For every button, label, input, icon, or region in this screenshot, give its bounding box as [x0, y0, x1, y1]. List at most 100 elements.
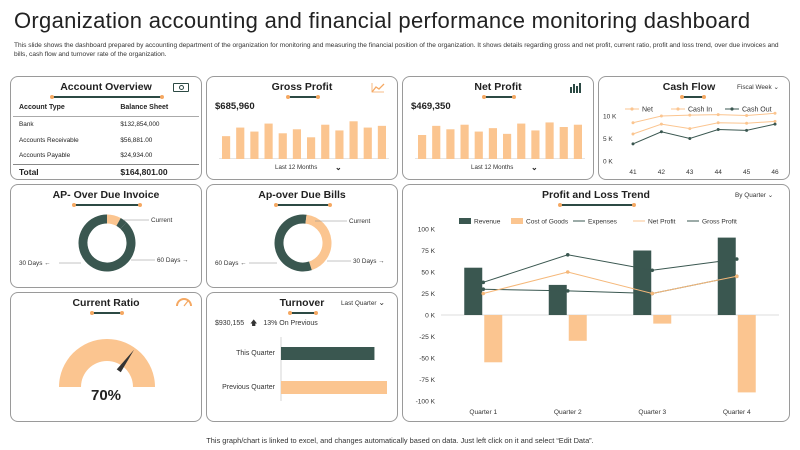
- gross-profit-bar: [222, 136, 231, 159]
- y-tick-label: -100 K: [416, 399, 436, 406]
- total-label: Total: [13, 163, 115, 179]
- x-tick-label: 44: [715, 169, 723, 176]
- donut-slice: [78, 214, 136, 272]
- row-balance: $56,881.00: [120, 136, 153, 144]
- col-account-type: Account Type: [13, 100, 115, 117]
- data-point: [734, 257, 739, 261]
- data-point: [659, 122, 663, 126]
- data-point: [565, 253, 570, 257]
- footer-note: This graph/chart is linked to excel, and…: [206, 436, 594, 445]
- revenue-bar: [633, 250, 652, 315]
- y-tick-label: 0 K: [425, 313, 435, 320]
- gross-profit-title: Gross Profit: [271, 81, 333, 93]
- legend-label: Net: [642, 107, 653, 114]
- data-point: [734, 274, 739, 279]
- legend-swatch: [459, 218, 471, 224]
- gross-profit-bars: [219, 121, 389, 159]
- x-tick-label: 42: [658, 169, 666, 176]
- chevron-down-icon: ⌄: [378, 298, 386, 307]
- turnover-bar: [281, 347, 375, 360]
- fiscal-week-dropdown[interactable]: Fiscal Week ⌄: [737, 83, 779, 91]
- series-line-expenses: [483, 275, 737, 295]
- row-balance: $24,934.00: [120, 152, 153, 160]
- legend-label: Net Profit: [648, 219, 676, 226]
- data-point: [745, 121, 749, 125]
- row-balance: $132,854,000: [120, 120, 160, 128]
- table-row: Accounts Receivable $56,881.00: [13, 132, 199, 148]
- data-point: [688, 137, 692, 140]
- series-line-gross-profit: [483, 254, 737, 283]
- cost-of-goods-bar: [737, 315, 756, 393]
- legend-label: Revenue: [474, 219, 501, 226]
- gross-profit-bar: [377, 125, 386, 159]
- by-quarter-dropdown[interactable]: By Quarter ⌄: [735, 191, 773, 199]
- legend-marker: [730, 107, 734, 111]
- ap-invoice-donut: Current 60 Days → 30 Days ←: [19, 214, 189, 272]
- legend-marker: [630, 107, 634, 111]
- cost-of-goods-bar: [568, 315, 587, 341]
- data-point: [631, 142, 635, 146]
- gauge-icon: [176, 298, 192, 307]
- turnover-title: Turnover: [279, 297, 325, 309]
- data-point: [565, 289, 570, 293]
- gross-profit-bar: [335, 130, 344, 159]
- net-profit-bar: [432, 125, 441, 159]
- bar-chart-icon: [570, 83, 581, 93]
- x-tick-label: Quarter 1: [469, 409, 497, 416]
- y-tick-label: 100 K: [418, 227, 436, 234]
- net-profit-value: $469,350: [411, 101, 451, 112]
- revenue-bar: [717, 237, 736, 315]
- gross-profit-bar: [250, 131, 259, 159]
- last-quarter-dropdown[interactable]: Last Quarter ⌄: [341, 298, 385, 307]
- chevron-down-icon[interactable]: ⌄: [335, 163, 342, 172]
- revenue-bar: [464, 267, 483, 315]
- legend-label: Cost of Goods: [526, 219, 569, 226]
- y-tick-label: 10 K: [603, 114, 617, 121]
- data-point: [659, 130, 663, 134]
- net-profit-bar: [474, 131, 483, 159]
- y-tick-label: 25 K: [421, 291, 435, 298]
- account-table: Account Type Balance Sheet Bank $132,854,0…: [13, 100, 199, 179]
- gauge-arc: [59, 339, 155, 387]
- net-profit-bar: [545, 122, 554, 159]
- chevron-down-icon: ⌄: [773, 84, 779, 91]
- data-point: [659, 114, 663, 118]
- gross-profit-bar: [307, 137, 316, 159]
- legend-label: Cash Out: [742, 107, 772, 114]
- donut-slice: [274, 214, 312, 272]
- gross-profit-bar: [236, 127, 245, 159]
- cash-flow-title: Cash Flow: [662, 81, 716, 93]
- by-quarter-label: By Quarter: [735, 192, 766, 199]
- net-profit-period: Last 12 Months: [471, 164, 514, 171]
- cost-of-goods-bar: [653, 315, 672, 324]
- chevron-down-icon[interactable]: ⌄: [531, 163, 538, 172]
- gross-profit-bar: [292, 129, 301, 159]
- donut-slice: [116, 218, 127, 229]
- data-point: [481, 280, 486, 285]
- turnover-bar: [281, 381, 387, 394]
- x-tick-label: 46: [771, 169, 779, 176]
- net-profit-bar: [446, 129, 455, 159]
- net-profit-bar: [418, 135, 427, 159]
- net-profit-bar: [559, 127, 568, 159]
- total-value: $164,801.00: [114, 163, 199, 179]
- last-quarter-label: Last Quarter: [341, 300, 377, 307]
- data-point: [688, 127, 692, 131]
- net-profit-bars: [415, 122, 585, 159]
- series-line-cash-out: [632, 123, 776, 145]
- net-profit-title: Net Profit: [474, 81, 522, 93]
- x-tick-label: Quarter 2: [554, 409, 582, 416]
- data-point: [773, 122, 777, 126]
- x-tick-label: Quarter 3: [638, 409, 666, 416]
- data-point: [688, 113, 692, 117]
- revenue-bar: [548, 284, 567, 315]
- data-point: [716, 128, 720, 131]
- donut-label: 60 Days →: [157, 257, 189, 264]
- profit-loss-chart: Revenue Cost of Goods Expenses Net Profit Gr…: [416, 218, 779, 416]
- table-row: Accounts Payable $24,934.00: [13, 148, 199, 164]
- data-point: [631, 121, 635, 125]
- fiscal-week-label: Fiscal Week: [737, 84, 772, 91]
- account-overview-card: Account Overview Account Type Balance She…: [10, 76, 202, 180]
- x-tick-label: 43: [686, 169, 694, 176]
- data-point: [773, 111, 777, 115]
